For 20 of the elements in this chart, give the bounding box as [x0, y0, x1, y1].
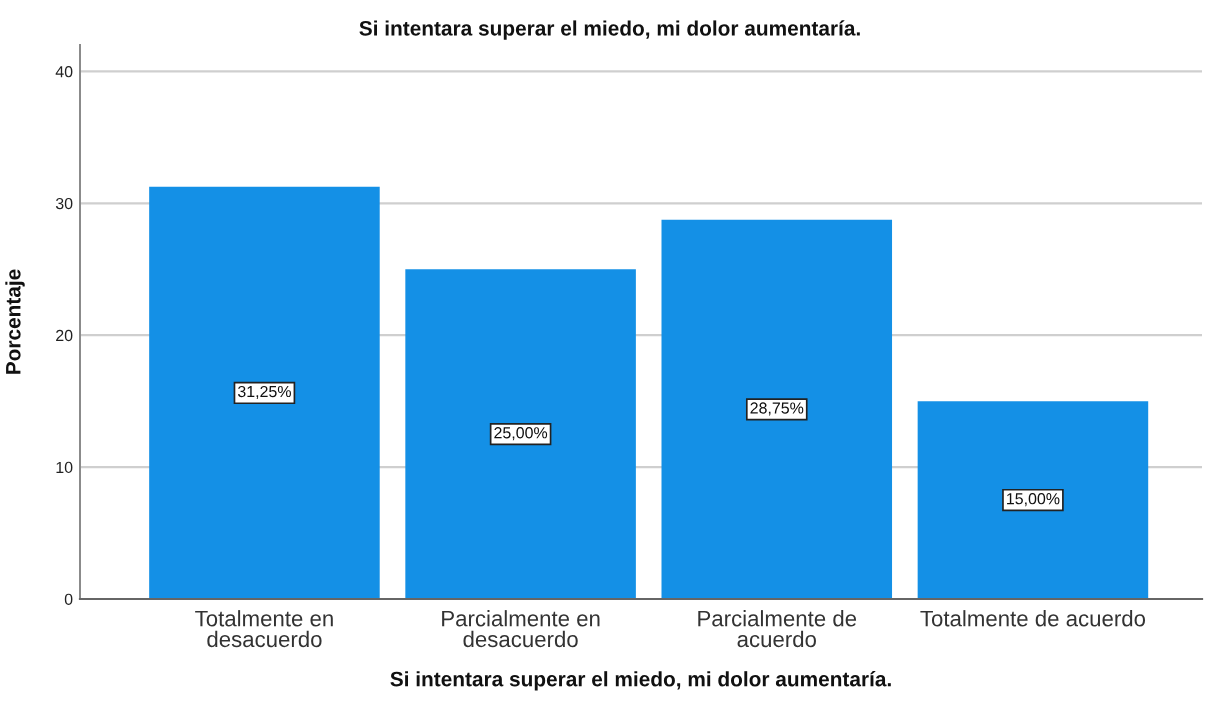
data-label: 25,00%: [494, 427, 548, 441]
y-tick-label: 40: [55, 66, 73, 78]
bar: [405, 269, 636, 599]
data-label: 31,25%: [237, 385, 291, 400]
x-tick-label: Parcialmente de acuerdo: [698, 610, 857, 648]
x-tick-label: Totalmente en desacuerdo: [195, 610, 333, 648]
data-label: 15,00%: [1007, 493, 1060, 507]
x-tick-label: Totalmente de acuerdo: [920, 610, 1146, 627]
chart-title: Si intentara superar el miedo, mi dolor aumentaría.: [359, 20, 860, 40]
data-label: 28,75%: [750, 402, 804, 416]
bar: [149, 186, 380, 599]
y-tick-label: 10: [56, 461, 73, 474]
bar: [661, 219, 893, 599]
x-tick-label: Parcialmente en desacuerdo: [442, 610, 600, 648]
y-tick-label: 0: [64, 593, 73, 605]
y-tick-label: 20: [56, 329, 73, 342]
y-tick-label: 30: [55, 197, 73, 210]
x-axis-title: Si intentara superar el miedo, mi dolor aumentaría.: [390, 670, 891, 691]
bar: [917, 401, 1149, 599]
y-axis-title: Porcentaje: [5, 269, 25, 374]
